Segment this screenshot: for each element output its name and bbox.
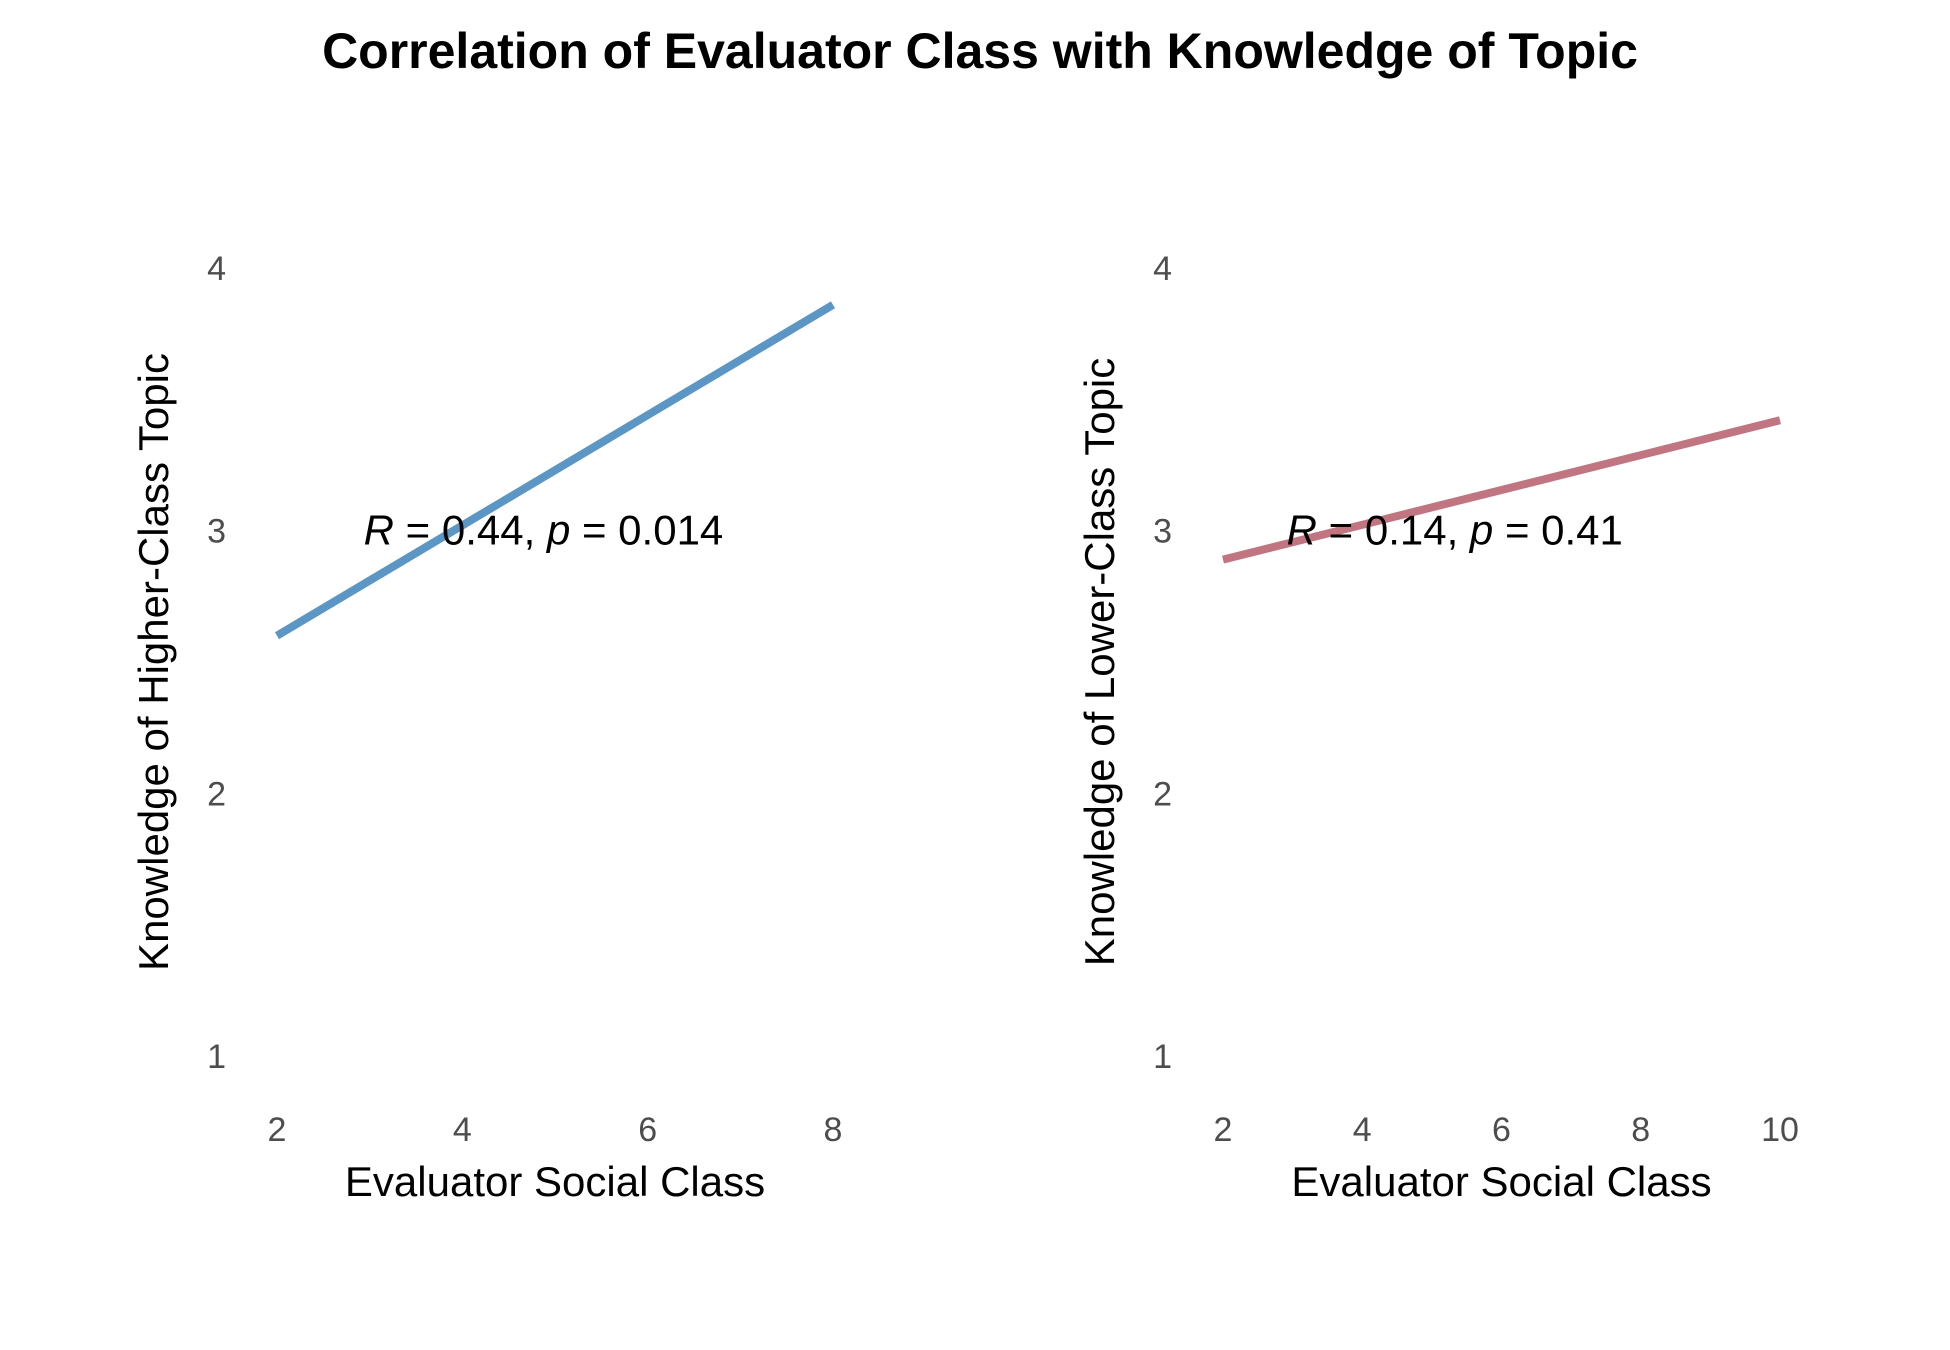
y-axis-title: Knowledge of Lower-Class Topic <box>1076 358 1123 967</box>
y-tick-label: 2 <box>1153 775 1172 813</box>
annotation-p-symbol: p <box>545 507 570 554</box>
x-tick-label: 6 <box>1492 1111 1511 1149</box>
x-tick-label: 2 <box>1214 1111 1233 1149</box>
annotation-r-symbol: R <box>364 507 394 554</box>
y-tick-label: 4 <box>207 250 226 288</box>
y-tick-label: 2 <box>207 775 226 813</box>
y-axis-title: Knowledge of Higher-Class Topic <box>130 353 177 971</box>
y-tick-label: 1 <box>1153 1038 1172 1076</box>
y-tick-label: 3 <box>207 513 226 551</box>
annotation-p-text: = 0.41 <box>1493 507 1623 554</box>
x-tick-label: 4 <box>453 1111 472 1149</box>
annotation-p-symbol: p <box>1468 507 1493 554</box>
x-axis-title: Evaluator Social Class <box>345 1158 765 1205</box>
y-tick-label: 3 <box>1153 513 1172 551</box>
regression-line <box>274 301 836 640</box>
annotation-r-text: = 0.44, <box>394 507 547 554</box>
right-panel: 1 2 3 4 2 4 6 8 10 Evaluator Social Class Knowledg… <box>1076 250 1799 1205</box>
regression-line <box>1222 416 1781 564</box>
figure-title: Correlation of Evaluator Class with Know… <box>322 23 1638 79</box>
x-tick-label: 2 <box>268 1111 287 1149</box>
correlation-annotation: R = 0.14, p = 0.41 <box>1287 507 1623 554</box>
x-tick-label: 4 <box>1353 1111 1372 1149</box>
y-tick-label: 4 <box>1153 250 1172 288</box>
x-axis-title: Evaluator Social Class <box>1291 1158 1711 1205</box>
x-tick-label: 10 <box>1761 1111 1799 1149</box>
left-panel: 1 2 3 4 2 4 6 8 Evaluator Social Class Knowledge … <box>130 250 842 1205</box>
x-tick-label: 8 <box>1631 1111 1650 1149</box>
correlation-annotation: R = 0.44, p = 0.014 <box>364 507 724 554</box>
annotation-r-text: = 0.14, <box>1317 507 1470 554</box>
annotation-r-symbol: R <box>1287 507 1317 554</box>
y-tick-label: 1 <box>207 1038 226 1076</box>
x-tick-label: 6 <box>638 1111 657 1149</box>
x-tick-label: 8 <box>824 1111 843 1149</box>
annotation-p-text: = 0.014 <box>570 507 723 554</box>
